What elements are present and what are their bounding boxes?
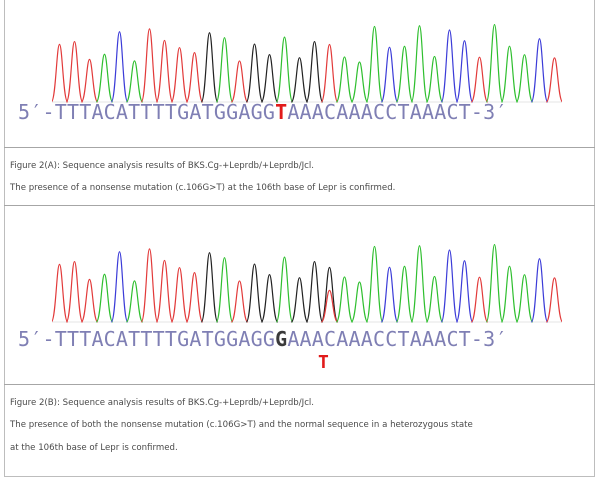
trace-peak-C — [110, 31, 129, 103]
trace-peak-A — [425, 55, 444, 103]
trace-peak-T — [140, 28, 159, 103]
trace-peak-T — [155, 259, 174, 323]
trace-peak-A — [95, 53, 114, 103]
trace-peak-T — [230, 60, 249, 103]
trace-peak-C — [380, 46, 399, 103]
trace-peak-T — [185, 272, 204, 323]
trace-peak-A — [335, 56, 354, 103]
caption-b-line-2: The presence of both the nonsense mutati… — [10, 420, 473, 430]
trace-peak-T — [470, 56, 489, 103]
caption-a-line-1: Figure 2(A): Sequence analysis results o… — [10, 161, 315, 171]
trace-peak-A — [485, 23, 504, 103]
trace-peak-T — [320, 43, 339, 103]
trace-peak-A — [410, 245, 429, 323]
trace-peak-T — [65, 260, 84, 323]
trace-peak-A — [215, 257, 234, 323]
trace-peak-A — [215, 37, 234, 103]
chromatogram-panel-a — [52, 23, 562, 103]
trace-peak-A — [365, 245, 384, 323]
trace-peak-A — [350, 61, 369, 103]
trace-peak-G — [200, 252, 219, 323]
trace-peak-T — [80, 278, 99, 323]
trace-peak-T — [185, 52, 204, 103]
caption-a-line-2: The presence of a nonsense mutation (c.1… — [10, 183, 396, 193]
trace-peak-T — [170, 266, 189, 323]
divider — [4, 384, 595, 385]
trace-peak-C — [455, 40, 474, 103]
trace-peak-A — [275, 256, 294, 323]
trace-peak-T — [320, 289, 339, 323]
trace-peak-T — [80, 58, 99, 103]
trace-peak-A — [425, 275, 444, 323]
trace-peak-C — [530, 38, 549, 103]
trace-peak-T — [140, 248, 159, 323]
sequence-b-suffix: AAACAAACCTAAACT-3′ — [287, 327, 508, 351]
sequence-panel-b: 5′-TTTACATTTTGATGGAGGGAAACAAACCTAAACT-3′ — [18, 327, 508, 351]
trace-peak-T — [170, 46, 189, 103]
trace-peak-A — [395, 265, 414, 323]
trace-peak-G — [245, 263, 264, 323]
chromatogram-panel-b — [52, 243, 562, 323]
trace-peak-A — [485, 243, 504, 323]
trace-peak-A — [500, 45, 519, 103]
trace-peak-T — [52, 43, 69, 103]
second-base-call: T — [318, 352, 329, 373]
sequence-a-mutant-base: T — [275, 100, 288, 124]
divider — [4, 147, 595, 148]
trace-peak-A — [335, 276, 354, 323]
trace-peak-A — [515, 54, 534, 103]
trace-peak-T — [65, 40, 84, 103]
trace-peak-A — [500, 265, 519, 323]
trace-peak-A — [395, 45, 414, 103]
trace-peak-C — [530, 258, 549, 323]
trace-peak-G — [305, 260, 324, 323]
sequence-b-prefix: 5′-TTTACATTTTGATGGAGG — [18, 327, 276, 351]
sequence-a-suffix: AAACAAACCTAAACT-3′ — [287, 100, 508, 124]
sequence-panel-a: 5′-TTTACATTTTGATGGAGGTAAACAAACCTAAACT-3′ — [18, 100, 508, 124]
trace-peak-T — [230, 280, 249, 323]
trace-peak-G — [260, 53, 279, 103]
trace-peak-A — [410, 25, 429, 103]
trace-peak-T — [155, 39, 174, 103]
trace-peak-A — [125, 60, 144, 103]
trace-peak-A — [125, 280, 144, 323]
trace-peak-T — [52, 263, 69, 323]
trace-peak-T — [470, 276, 489, 323]
trace-peak-A — [515, 274, 534, 323]
trace-peak-C — [455, 260, 474, 323]
caption-b-line-3: at the 106th base of Lepr is confirmed. — [10, 443, 178, 453]
trace-peak-G — [290, 277, 309, 323]
trace-peak-G — [320, 266, 339, 323]
trace-peak-C — [110, 251, 129, 323]
trace-peak-C — [380, 266, 399, 323]
caption-b-line-1: Figure 2(B): Sequence analysis results o… — [10, 398, 315, 408]
trace-peak-C — [440, 249, 459, 323]
trace-peak-C — [440, 29, 459, 103]
trace-peak-G — [245, 43, 264, 103]
sequence-a-prefix: 5′-TTTACATTTTGATGGAGG — [18, 100, 276, 124]
trace-peak-T — [545, 57, 562, 103]
trace-peak-A — [275, 36, 294, 103]
trace-peak-G — [305, 40, 324, 103]
trace-peak-G — [290, 57, 309, 103]
trace-peak-G — [200, 32, 219, 103]
trace-peak-A — [95, 273, 114, 323]
figure-frame — [4, 0, 595, 477]
divider — [4, 205, 595, 206]
trace-peak-T — [545, 277, 562, 323]
trace-peak-G — [260, 273, 279, 323]
sequence-b-mutant-base: G — [275, 327, 288, 351]
trace-peak-A — [365, 25, 384, 103]
trace-peak-A — [350, 281, 369, 323]
